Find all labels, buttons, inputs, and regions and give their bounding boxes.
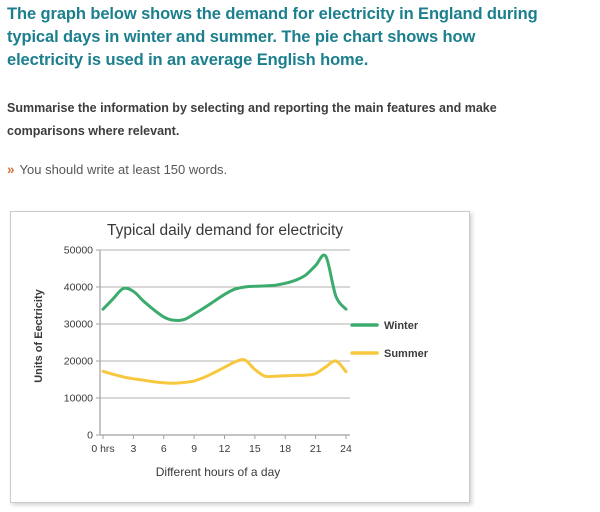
task-heading: The graph below shows the demand for ele… — [7, 3, 600, 72]
chart-legend: Winter Summer — [350, 320, 429, 360]
task-instruction-line-1: Summarise the information by selecting a… — [7, 101, 497, 115]
x-tick-label: 0 hrs — [91, 443, 114, 455]
x-tick-label: 21 — [310, 443, 322, 455]
y-axis-label: Units of Eectricity — [33, 288, 45, 382]
y-tick-label: 40000 — [64, 282, 93, 294]
summer-series-line — [101, 358, 348, 385]
y-tick-label: 10000 — [64, 393, 93, 405]
legend-summer-label: Summer — [384, 348, 429, 360]
chart-panel: Typical daily demand for electricity 0 10… — [10, 211, 470, 503]
task-instruction: Summarise the information by selecting a… — [7, 97, 597, 143]
series-group — [101, 253, 348, 385]
task-heading-line-1: The graph below shows the demand for ele… — [7, 5, 538, 23]
task-heading-line-2: typical days in winter and summer. The p… — [7, 28, 476, 46]
task-heading-line-3: electricity is used in an average Englis… — [7, 51, 369, 69]
grid-group: 0 10000 20000 30000 40000 50000 0 hrs 3 6 9 12 15 18… — [64, 245, 352, 456]
double-chevron-icon: » — [7, 162, 15, 177]
winter-series-line — [101, 253, 348, 323]
legend-winter-label: Winter — [384, 320, 419, 332]
x-axis-label: Different hours of a day — [156, 465, 281, 479]
x-tick-label: 18 — [279, 443, 291, 455]
x-tick-label: 12 — [219, 443, 231, 455]
x-tick-label: 15 — [249, 443, 261, 455]
electricity-demand-chart: Typical daily demand for electricity 0 10… — [33, 222, 429, 479]
word-count-tip: » You should write at least 150 words. — [7, 161, 227, 178]
chart-title: Typical daily demand for electricity — [107, 222, 343, 239]
y-tick-label: 20000 — [64, 356, 93, 368]
y-tick-label: 50000 — [64, 245, 93, 257]
y-tick-label: 0 — [87, 430, 93, 442]
y-tick-label: 30000 — [64, 319, 93, 331]
x-tick-label: 3 — [130, 443, 136, 455]
task-instruction-line-2: comparisons where relevant. — [7, 124, 180, 138]
word-count-tip-text: You should write at least 150 words. — [19, 162, 228, 177]
x-tick-label: 24 — [340, 443, 352, 455]
x-tick-label: 9 — [191, 443, 197, 455]
x-tick-label: 6 — [161, 443, 167, 455]
